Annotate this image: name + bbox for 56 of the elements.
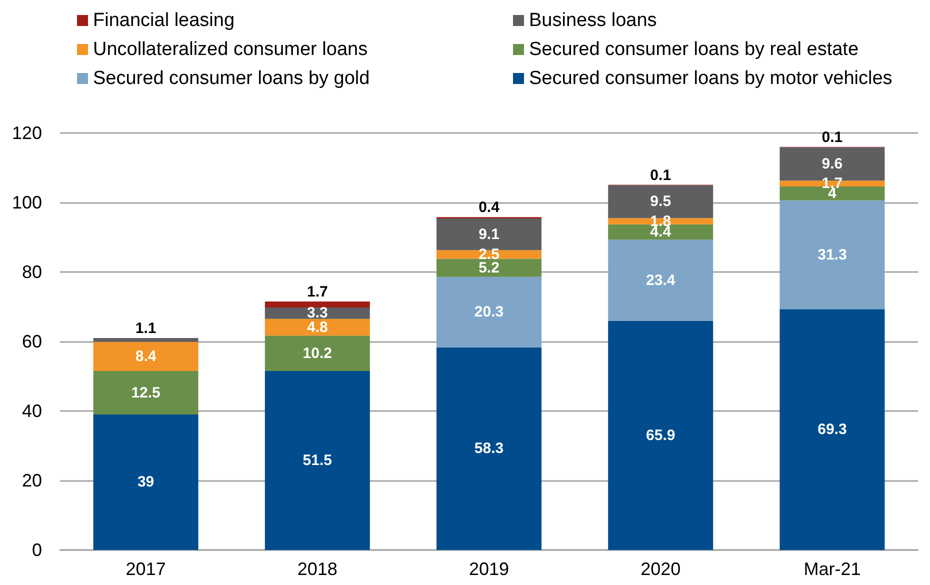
x-tick-label: 2020 — [640, 559, 681, 579]
bar — [264, 336, 370, 372]
data-label: 58.3 — [474, 440, 504, 458]
y-tick-label: 100 — [12, 192, 42, 212]
data-label: 9.6 — [822, 155, 843, 172]
bar — [264, 371, 370, 550]
bar — [780, 309, 885, 550]
bar — [93, 371, 198, 414]
data-label: 69.3 — [818, 421, 847, 438]
data-label: 65.9 — [646, 427, 676, 444]
bar — [264, 307, 370, 319]
data-label: 0.1 — [822, 128, 843, 146]
x-tick-label: Mar-21 — [804, 559, 861, 579]
y-tick-label: 40 — [22, 401, 42, 421]
x-tick-label: 2018 — [297, 559, 338, 579]
bar — [93, 414, 198, 550]
bar — [780, 186, 885, 200]
data-label: 8.4 — [135, 348, 157, 365]
legend-label: Financial leasing — [93, 10, 235, 31]
data-label: 9.1 — [478, 226, 500, 243]
legend-label: Business loans — [529, 10, 657, 31]
bar — [93, 342, 198, 372]
data-label: 31.3 — [818, 246, 847, 264]
y-tick-label: 80 — [22, 262, 42, 282]
bar — [93, 338, 198, 342]
y-tick-label: 60 — [22, 332, 42, 352]
data-label: 0.1 — [650, 166, 672, 184]
bar — [436, 347, 542, 550]
data-label: 0.4 — [478, 199, 500, 216]
bar — [436, 250, 542, 259]
bar — [436, 218, 542, 250]
y-tick-label: 0 — [32, 540, 42, 560]
bar — [264, 318, 370, 336]
legend-label: Secured consumer loans by gold — [93, 68, 370, 89]
x-tick-label: 2019 — [468, 559, 510, 579]
data-label: 9.5 — [650, 193, 672, 210]
data-label: 23.4 — [646, 272, 676, 289]
data-label: 20.3 — [474, 304, 504, 321]
data-label: 12.5 — [131, 384, 160, 402]
bar — [780, 200, 885, 310]
data-label: 1.1 — [135, 320, 156, 338]
legend-label: Uncollateralized consumer loans — [93, 39, 368, 60]
bar — [264, 302, 370, 308]
legend-label: Secured consumer loans by motor vehicles — [529, 68, 892, 89]
data-label: 10.2 — [302, 344, 332, 362]
y-tick-label: 20 — [22, 470, 42, 490]
y-tick-label: 120 — [12, 123, 42, 143]
bar — [436, 276, 542, 348]
data-label: 51.5 — [302, 452, 332, 470]
bar — [436, 258, 542, 277]
bar — [608, 321, 714, 550]
data-label: 1.7 — [306, 284, 328, 301]
legend-label: Secured consumer loans by real estate — [529, 39, 859, 60]
bar — [608, 240, 714, 321]
x-tick-label: 2017 — [126, 559, 166, 579]
data-label: 39 — [137, 474, 154, 491]
